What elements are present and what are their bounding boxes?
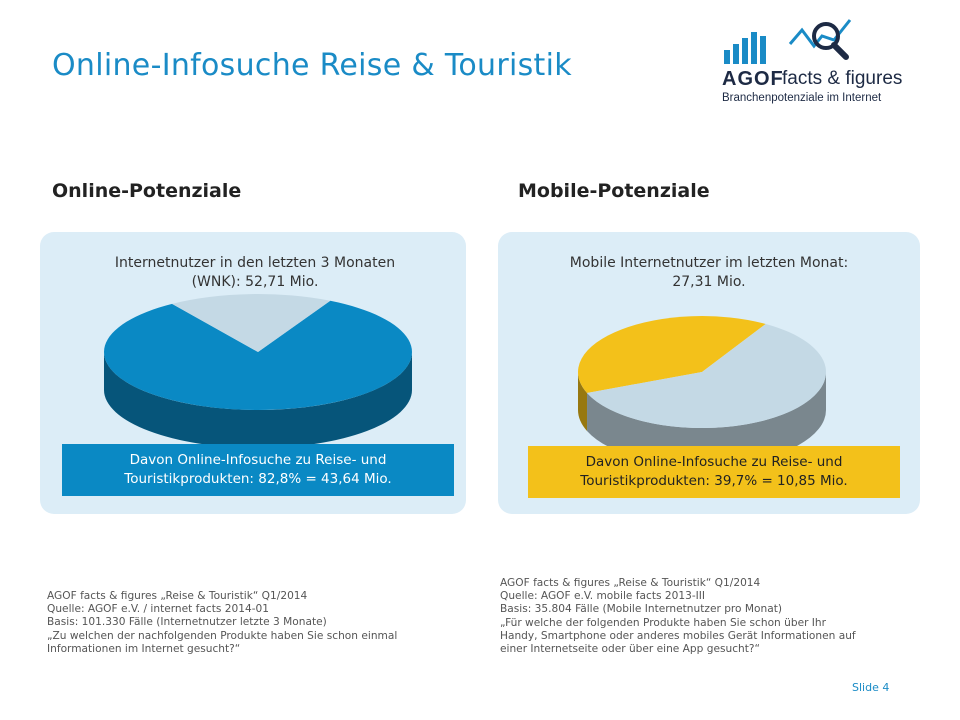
mobile-source-line: Basis: 35.804 Fälle (Mobile Internetnutz… bbox=[500, 603, 783, 616]
online-callout: Davon Online-Infosuche zu Reise- und Tou… bbox=[62, 444, 454, 496]
online-source-line: Quelle: AGOF e.V. / internet facts 2014-… bbox=[47, 603, 270, 616]
logo-tagline: facts & figures bbox=[782, 68, 903, 89]
logo-graphic-icon bbox=[724, 19, 852, 64]
online-callout-line-1: Davon Online-Infosuche zu Reise- und bbox=[129, 452, 387, 468]
pie-side-0 bbox=[104, 352, 412, 448]
mobile-panel: Mobile Internetnutzer im letzten Monat: … bbox=[498, 232, 920, 514]
mobile-callout-line-2: Touristikprodukten: 39,7% = 10,85 Mio. bbox=[580, 473, 848, 489]
mobile-source-line: „Für welche der folgenden Produkte haben… bbox=[500, 616, 827, 629]
mobile-source-line: Handy, Smartphone oder anderes mobiles G… bbox=[500, 629, 856, 642]
pie-slice-1 bbox=[587, 323, 826, 428]
online-source-line: Basis: 101.330 Fälle (Internetnutzer let… bbox=[47, 616, 327, 629]
mobile-pie-chart bbox=[578, 316, 826, 466]
mobile-source-line: AGOF facts & figures „Reise & Touristik“… bbox=[500, 577, 761, 589]
online-caption-line-2: (WNK): 52,71 Mio. bbox=[191, 274, 319, 290]
mobile-callout-line-1: Davon Online-Infosuche zu Reise- und bbox=[585, 454, 843, 470]
online-callout-line-2: Touristikprodukten: 82,8% = 43,64 Mio. bbox=[124, 471, 392, 487]
agof-logo: AGOF facts & figures Branchenpotenziale … bbox=[718, 14, 918, 114]
online-pie-chart bbox=[104, 294, 413, 448]
online-caption-line-1: Internetnutzer in den letzten 3 Monaten bbox=[114, 255, 396, 271]
pie-slice-0 bbox=[578, 316, 766, 393]
mobile-callout: Davon Online-Infosuche zu Reise- und Tou… bbox=[528, 446, 900, 498]
mobile-source-line: Quelle: AGOF e.V. mobile facts 2013-III bbox=[500, 590, 706, 603]
pie-side-0 bbox=[578, 372, 588, 431]
page-title: Online-Infosuche Reise & Touristik bbox=[52, 48, 572, 83]
online-panel: Internetnutzer in den letzten 3 Monaten … bbox=[40, 232, 466, 514]
mobile-source-line: einer Internetseite oder über eine App g… bbox=[500, 643, 761, 656]
pie-slice-1 bbox=[172, 294, 331, 352]
online-source: AGOF facts & figures „Reise & Touristik“… bbox=[47, 590, 397, 656]
online-source-line: Informationen im Internet gesucht?“ bbox=[47, 642, 241, 655]
pie-slice-0 bbox=[104, 300, 413, 410]
mobile-caption-line-1: Mobile Internetnutzer im letzten Monat: bbox=[569, 255, 849, 271]
mobile-caption-line-2: 27,31 Mio. bbox=[672, 274, 746, 290]
logo-subtitle: Branchenpotenziale im Internet bbox=[722, 92, 882, 104]
logo-brand: AGOF bbox=[722, 68, 784, 90]
pie-side-1 bbox=[587, 372, 826, 466]
online-source-line: „Zu welchen der nachfolgenden Produkte h… bbox=[47, 629, 398, 642]
mobile-source: AGOF facts & figures „Reise & Touristik“… bbox=[500, 577, 856, 656]
online-heading: Online-Potenziale bbox=[52, 180, 242, 202]
mobile-heading: Mobile-Potenziale bbox=[518, 180, 710, 202]
online-caption: Internetnutzer in den letzten 3 Monaten … bbox=[80, 254, 430, 292]
online-source-line: AGOF facts & figures „Reise & Touristik“… bbox=[47, 590, 308, 602]
mobile-caption: Mobile Internetnutzer im letzten Monat: … bbox=[534, 254, 884, 292]
slide-number: Slide 4 bbox=[852, 681, 890, 694]
